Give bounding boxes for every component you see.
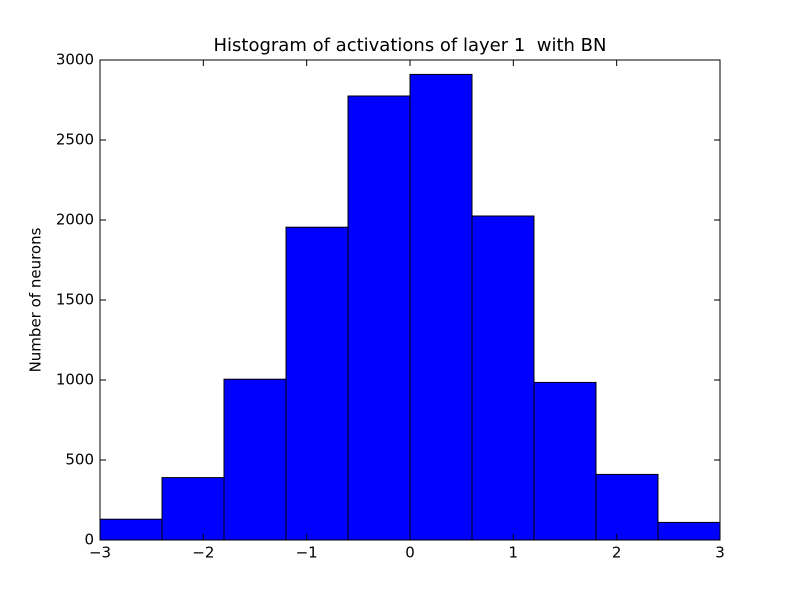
- y-tick-label: 1500: [56, 291, 94, 309]
- x-tick-label: −3: [89, 544, 111, 562]
- x-tick-label: 3: [715, 544, 725, 562]
- bar: [409, 73, 473, 541]
- bar: [161, 477, 225, 541]
- x-tick-label: −2: [192, 544, 214, 562]
- y-tick-label: 1000: [56, 371, 94, 389]
- x-tick-label: 1: [509, 544, 519, 562]
- x-tick-label: −1: [296, 544, 318, 562]
- y-tick-label: 3000: [56, 51, 94, 69]
- chart-title: Histogram of activations of layer 1 with…: [214, 35, 607, 56]
- y-tick-label: 2500: [56, 131, 94, 149]
- y-tick-label: 500: [65, 451, 94, 469]
- y-axis-label: Number of neurons: [27, 227, 45, 372]
- x-tick-label: 2: [612, 544, 622, 562]
- bar: [533, 381, 597, 541]
- x-tick-label: 0: [405, 544, 415, 562]
- bar: [595, 473, 659, 541]
- bar: [223, 378, 287, 541]
- y-tick-label: 0: [84, 531, 94, 549]
- bar: [657, 521, 721, 541]
- bar: [285, 226, 349, 541]
- bar: [347, 95, 411, 541]
- y-tick-label: 2000: [56, 211, 94, 229]
- bar: [99, 518, 163, 541]
- bar: [471, 215, 535, 541]
